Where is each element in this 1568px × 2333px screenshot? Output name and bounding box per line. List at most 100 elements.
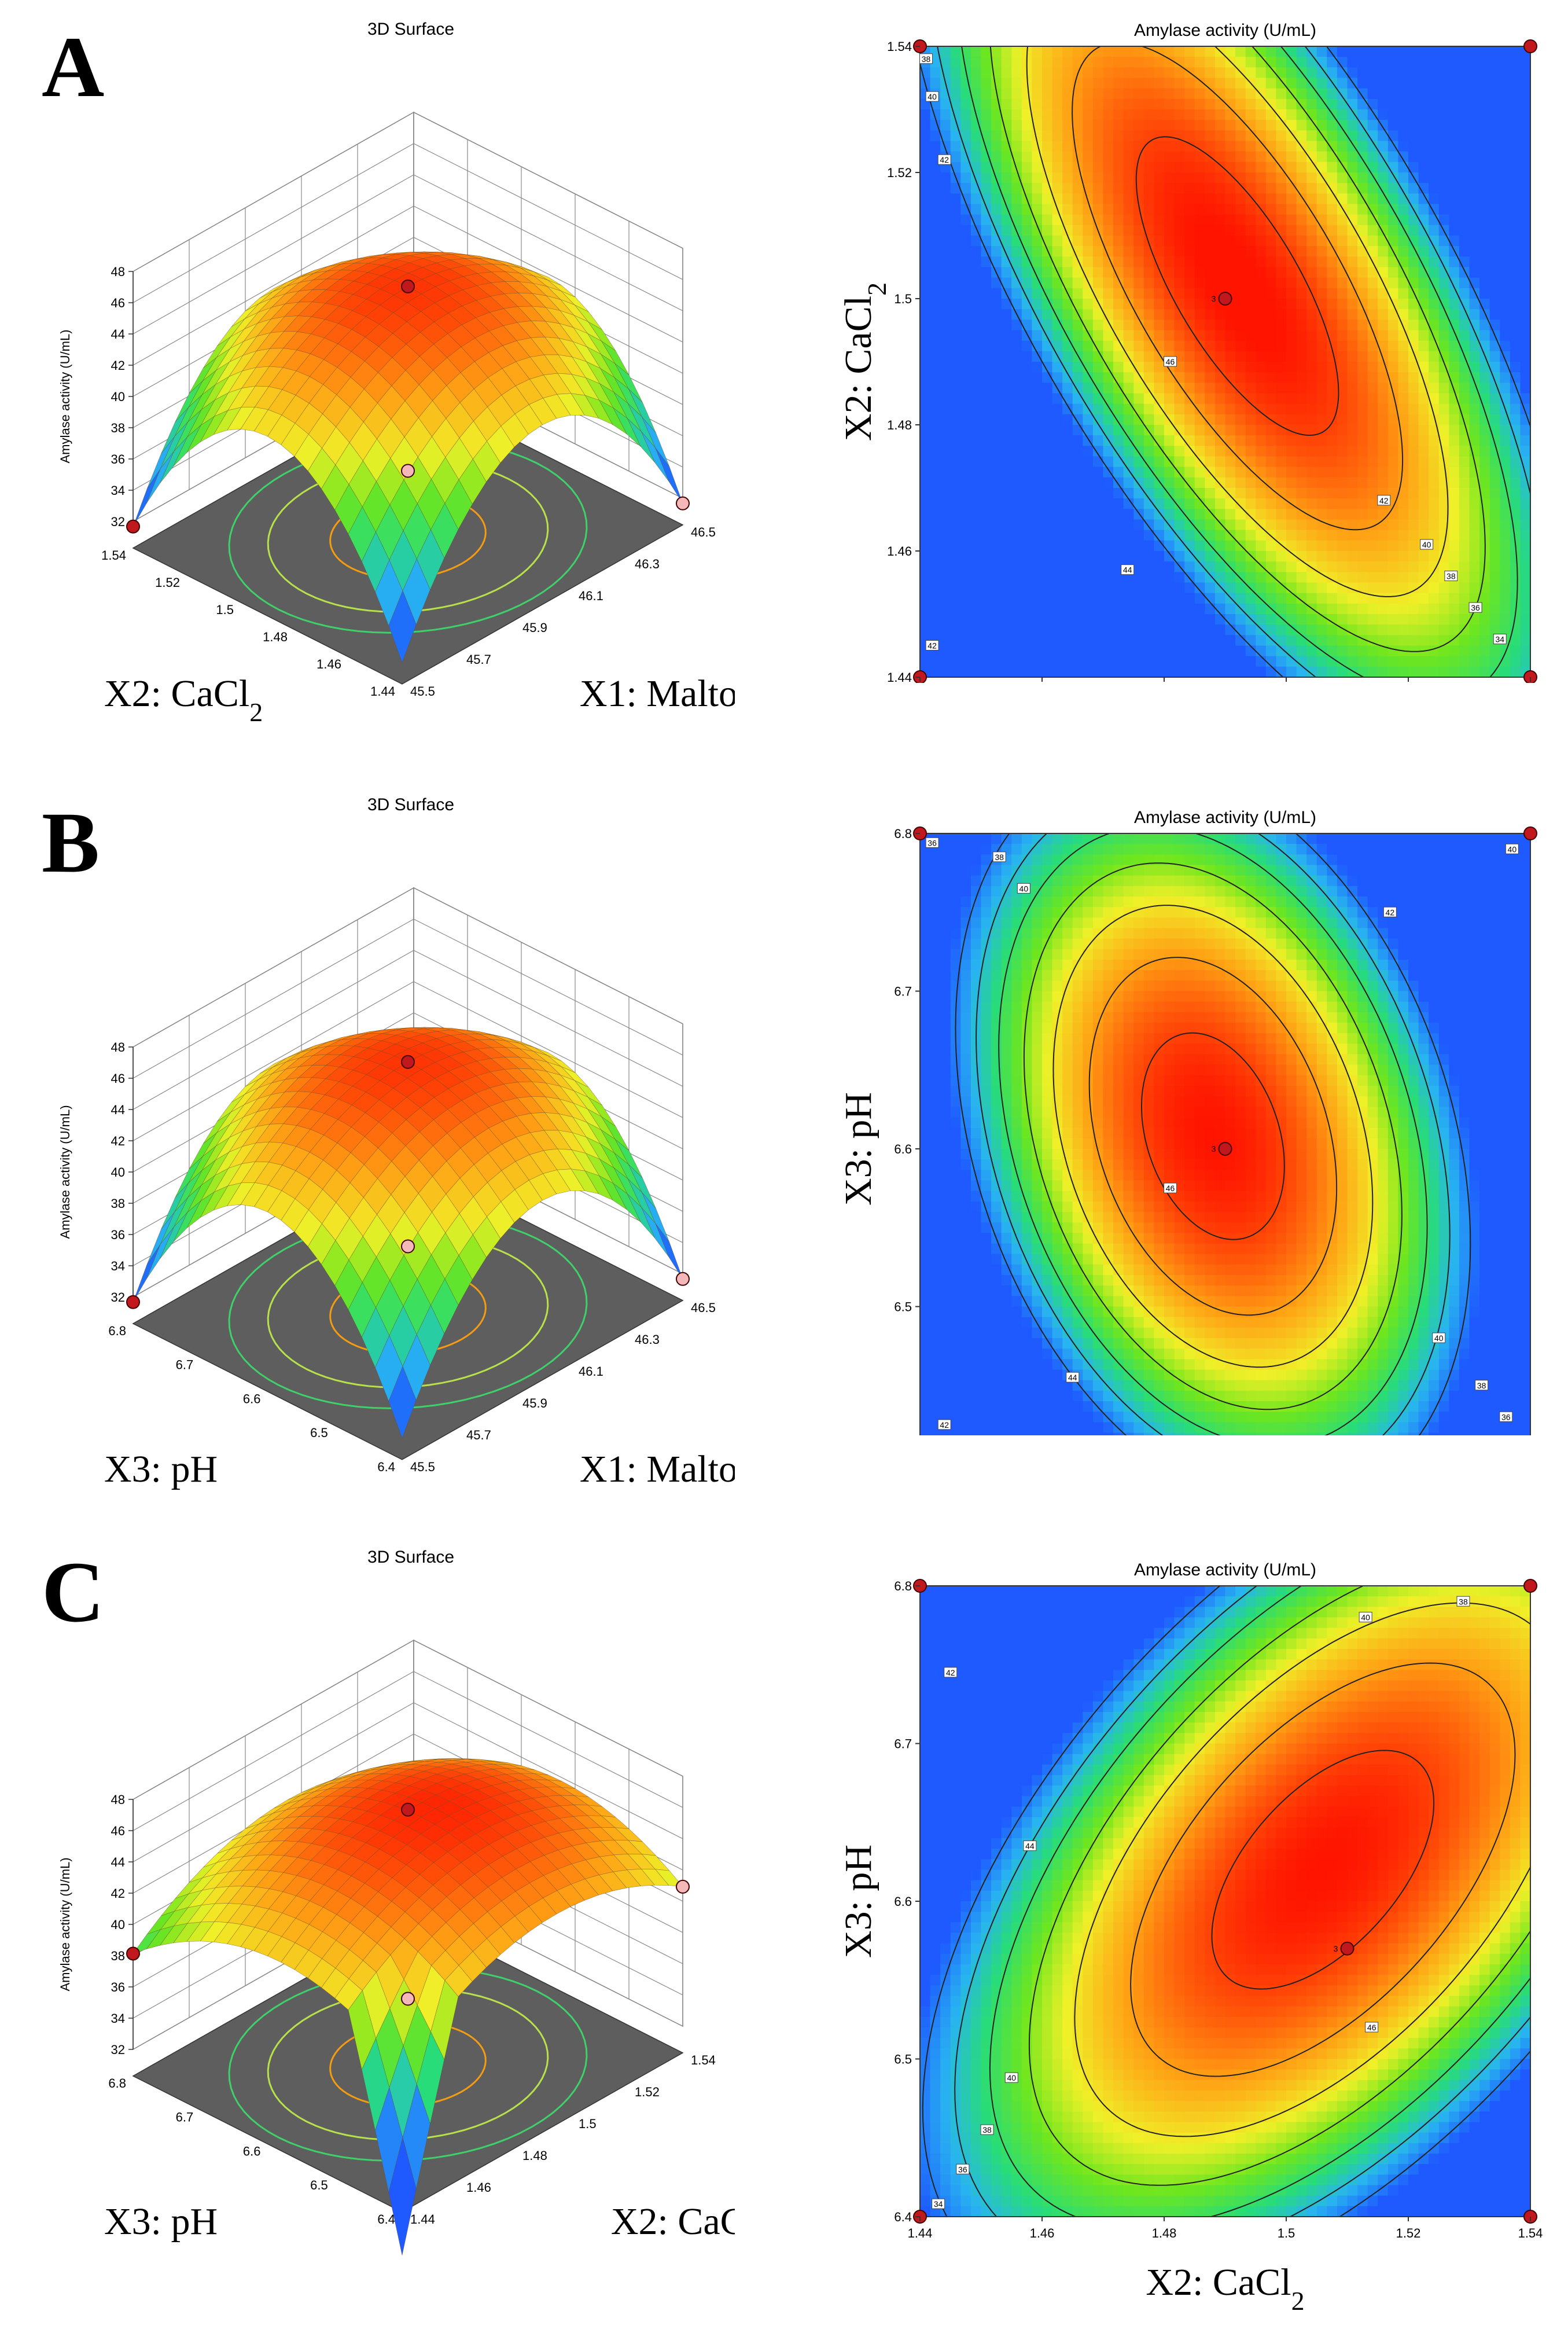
heat-cell: [1357, 551, 1368, 562]
heat-cell: [1225, 603, 1236, 615]
heat-cell: [1143, 130, 1155, 142]
heat-cell: [1184, 383, 1195, 394]
heat-cell: [1072, 530, 1083, 541]
heat-cell: [1469, 193, 1480, 205]
heat-cell: [940, 288, 951, 299]
heat-cell: [1510, 288, 1521, 299]
heat-cell: [1092, 109, 1104, 120]
heat-cell: [1357, 88, 1368, 100]
heat-cell: [1011, 214, 1022, 226]
heat-cell: [1032, 141, 1043, 152]
heat-cell: [1367, 98, 1378, 110]
heat-cell: [970, 477, 982, 488]
heat-cell: [1265, 519, 1277, 531]
heat-cell: [1001, 172, 1012, 183]
heat-cell: [1276, 645, 1287, 657]
heat-cell: [1001, 572, 1012, 583]
heat-cell: [1500, 603, 1511, 615]
heat-cell: [1316, 57, 1327, 68]
heat-cell: [1143, 561, 1155, 572]
heat-cell: [1459, 624, 1470, 635]
heat-cell: [1214, 151, 1226, 163]
heat-cell: [1438, 645, 1449, 657]
heat-cell: [940, 141, 951, 152]
heat-cell: [970, 530, 982, 541]
heat-cell: [1378, 530, 1389, 541]
heat-cell: [1316, 161, 1327, 173]
z-tick-label: 32: [111, 2042, 125, 2057]
heat-cell: [960, 561, 971, 572]
heat-cell: [1327, 151, 1338, 163]
heat-cell: [1429, 151, 1440, 163]
heat-cell: [1479, 130, 1490, 142]
heat-cell: [1052, 236, 1063, 247]
heat-cell: [991, 299, 1002, 310]
heat-cell: [1510, 498, 1521, 509]
heat-cell: [1245, 635, 1256, 646]
heat-cell: [1408, 67, 1419, 79]
heat-cell: [1164, 530, 1175, 541]
heat-cell: [1072, 277, 1083, 289]
heat-cell: [1225, 530, 1236, 541]
heat-cell: [1449, 130, 1460, 142]
heat-cell: [1092, 393, 1104, 405]
heat-cell: [1438, 603, 1449, 615]
heat-cell: [1438, 656, 1449, 667]
heat-cell: [1113, 403, 1124, 415]
heat-cell: [1021, 614, 1033, 625]
heat-cell: [1042, 403, 1053, 415]
heat-cell: [1408, 488, 1419, 499]
heat-cell: [1378, 214, 1389, 226]
heat-cell: [1011, 635, 1022, 646]
heat-cell: [1449, 561, 1460, 572]
heat-cell: [1387, 277, 1399, 289]
heat-cell: [1500, 214, 1511, 226]
heat-cell: [1245, 277, 1256, 289]
heat-cell: [1520, 582, 1531, 594]
heat-cell: [1337, 656, 1348, 667]
heat-cell: [1347, 319, 1358, 331]
heat-cell: [1387, 57, 1399, 68]
heat-cell: [1052, 551, 1063, 562]
heat-cell: [1418, 477, 1429, 488]
heat-cell: [1225, 351, 1236, 362]
heat-cell: [1449, 456, 1460, 468]
heat-cell: [1235, 509, 1246, 520]
heat-cell: [1042, 446, 1053, 457]
heat-cell: [1500, 593, 1511, 604]
heat-cell: [1408, 582, 1419, 594]
heat-cell: [1408, 425, 1419, 436]
heat-cell: [1449, 425, 1460, 436]
heat-cell: [1205, 645, 1216, 657]
heat-cell: [1021, 309, 1033, 320]
heat-cell: [1367, 551, 1378, 562]
heat-cell: [1011, 446, 1022, 457]
heat-cell: [1276, 656, 1287, 667]
heat-cell: [1357, 435, 1368, 446]
heat-cell: [1265, 172, 1277, 183]
heat-cell: [1296, 624, 1307, 635]
heat-cell: [1205, 183, 1216, 194]
heat-cell: [1469, 393, 1480, 405]
heat-cell: [1347, 309, 1358, 320]
heat-cell: [981, 572, 992, 583]
heat-cell: [1113, 130, 1124, 142]
heat-cell: [1438, 435, 1449, 446]
heat-cell: [1316, 46, 1327, 57]
heat-cell: [1001, 551, 1012, 562]
heat-cell: [1418, 151, 1429, 163]
heat-cell: [1143, 340, 1155, 352]
heat-cell: [950, 572, 961, 583]
heat-cell: [1367, 161, 1378, 173]
heat-cell: [1164, 299, 1175, 310]
heat-cell: [1032, 351, 1043, 362]
heat-cell: [1184, 561, 1195, 572]
heat-cell: [1194, 267, 1205, 278]
heat-cell: [1510, 193, 1521, 205]
heat-cell: [1194, 488, 1205, 499]
heat-cell: [1245, 540, 1256, 552]
heat-cell: [1479, 603, 1490, 615]
heat-cell: [1174, 540, 1185, 552]
heat-cell: [1032, 46, 1043, 57]
heat-cell: [950, 519, 961, 531]
